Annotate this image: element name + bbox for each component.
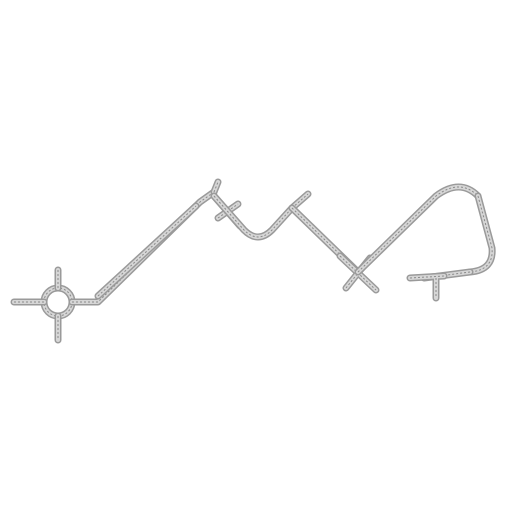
road-loop-hairpin: [466, 192, 496, 276]
road-peak-spur-road-dash: [291, 193, 309, 209]
road-end-t-junction: [406, 272, 448, 302]
road-valley-curve: [210, 192, 296, 241]
road-loop-ascent-road-dash: [357, 186, 479, 273]
road-loop-ascent: [354, 183, 482, 276]
road-end-t-junction-road-dash: [409, 275, 445, 298]
road-network: [10, 178, 496, 344]
road-junction-a-spur: [210, 178, 222, 196]
road-peak-spur: [288, 190, 312, 212]
road-loop-hairpin-road-dash: [469, 195, 493, 273]
road-junction-a-spur-road-dash: [213, 181, 219, 193]
road-valley-curve-road-dash: [213, 195, 293, 238]
road-main-diagonal-parallel: [94, 202, 200, 300]
road-main-diagonal-parallel-road-fill: [96, 204, 198, 298]
